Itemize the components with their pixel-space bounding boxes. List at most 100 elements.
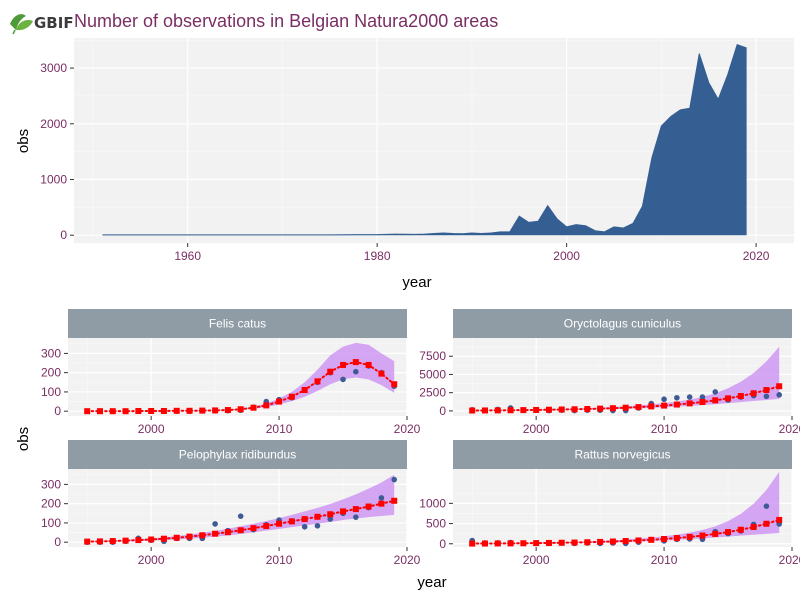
rattus-norvegicus-plot-area bbox=[469, 471, 783, 547]
pelophylax-ridibundus-fitted-point bbox=[314, 513, 321, 520]
rattus-norvegicus-observed-point bbox=[763, 503, 770, 509]
felis-catus-y-tick-label: 200 bbox=[41, 366, 61, 380]
rattus-norvegicus-fitted-point bbox=[507, 540, 514, 547]
facets-x-axis-title: year bbox=[417, 574, 446, 591]
pelophylax-ridibundus-x-tick-label: 2010 bbox=[266, 553, 293, 567]
gbif-logo[interactable]: GBIF bbox=[10, 14, 74, 35]
rattus-norvegicus-fitted-point bbox=[558, 539, 565, 546]
oryctolagus-cuniculus-fitted-point bbox=[763, 387, 770, 394]
pelophylax-ridibundus-fitted-point bbox=[160, 535, 167, 542]
oryctolagus-cuniculus-fitted-point bbox=[750, 390, 757, 397]
rattus-norvegicus-fitted-point bbox=[763, 520, 770, 527]
pelophylax-ridibundus-fitted-point bbox=[365, 503, 372, 510]
top-x-tick-label: 2020 bbox=[743, 249, 770, 263]
top-x-axis-title: year bbox=[402, 274, 431, 291]
oryctolagus-cuniculus-fitted-point bbox=[725, 395, 732, 402]
oryctolagus-cuniculus-fitted-point bbox=[597, 405, 604, 412]
oryctolagus-cuniculus-fitted-point bbox=[545, 406, 552, 413]
rattus-norvegicus-y-tick-label: 1000 bbox=[419, 496, 446, 510]
pelophylax-ridibundus-observed-point bbox=[391, 476, 398, 483]
pelophylax-ridibundus-y-tick-label: 0 bbox=[54, 535, 61, 549]
oryctolagus-cuniculus-fitted-point bbox=[571, 406, 578, 413]
oryctolagus-cuniculus-fitted-point bbox=[494, 407, 501, 414]
felis-catus-x-tick-label: 2020 bbox=[394, 422, 421, 436]
pelophylax-ridibundus-observed-point bbox=[301, 523, 308, 530]
rattus-norvegicus-fitted-point bbox=[712, 530, 719, 537]
top-x-tick-label: 1960 bbox=[174, 249, 201, 263]
rattus-norvegicus-fitted-point bbox=[533, 540, 540, 547]
oryctolagus-cuniculus-observed-point bbox=[661, 396, 667, 403]
oryctolagus-cuniculus-fitted-point bbox=[673, 401, 680, 408]
felis-catus-y-tick-label: 0 bbox=[54, 404, 61, 418]
felis-catus-fitted-point bbox=[340, 361, 347, 368]
pelophylax-ridibundus-observed-point bbox=[327, 516, 334, 522]
felis-catus-fitted-point bbox=[250, 404, 257, 411]
felis-catus-fitted-point bbox=[84, 408, 91, 415]
leaf-icon bbox=[10, 14, 33, 35]
logo-text: GBIF bbox=[34, 14, 74, 32]
oryctolagus-cuniculus-fitted-point bbox=[661, 402, 668, 409]
pelophylax-ridibundus-plot-area bbox=[84, 474, 398, 545]
rattus-norvegicus-fitted-point bbox=[737, 526, 744, 533]
rattus-norvegicus-fitted-point bbox=[648, 536, 655, 543]
oryctolagus-cuniculus-fitted-point bbox=[622, 404, 629, 411]
felis-catus-fitted-point bbox=[135, 407, 142, 414]
rattus-norvegicus-fitted-point bbox=[635, 537, 642, 544]
felis-catus-observed-point bbox=[353, 368, 359, 375]
oryctolagus-cuniculus-y-tick-label: 7500 bbox=[419, 349, 446, 363]
felis-catus-x-tick-label: 2010 bbox=[266, 422, 293, 436]
rattus-norvegicus-y-tick-label: 0 bbox=[439, 537, 446, 551]
oryctolagus-cuniculus-observed-point bbox=[776, 392, 783, 398]
felis-catus-fitted-point bbox=[148, 407, 155, 414]
felis-catus-confidence-ribbon bbox=[87, 342, 395, 412]
oryctolagus-cuniculus-observed-point bbox=[699, 394, 706, 400]
oryctolagus-cuniculus-y-tick-label: 0 bbox=[439, 404, 446, 418]
oryctolagus-cuniculus-strip-label: Oryctolagus cuniculus bbox=[564, 317, 681, 331]
rattus-norvegicus-fitted-point bbox=[725, 529, 732, 536]
pelophylax-ridibundus-x-tick-label: 2020 bbox=[394, 553, 421, 567]
facet-panel-oryctolagus-cuniculus: Oryctolagus cuniculus 2000 2010 2020 0 2500 50… bbox=[419, 309, 800, 436]
rattus-norvegicus-fitted-point bbox=[699, 532, 706, 539]
pelophylax-ridibundus-strip bbox=[68, 440, 407, 469]
rattus-norvegicus-strip-label: Rattus norvegicus bbox=[574, 448, 670, 462]
pelophylax-ridibundus-fitted-point bbox=[96, 538, 103, 545]
facet-panel-pelophylax-ridibundus: Pelophylax ridibundus 2000 2010 2020 0 100 200… bbox=[41, 440, 421, 567]
felis-catus-fitted-point bbox=[263, 402, 270, 409]
oryctolagus-cuniculus-x-tick-label: 2000 bbox=[523, 422, 550, 436]
oryctolagus-cuniculus-fitted-point bbox=[712, 397, 719, 404]
rattus-norvegicus-x-tick-label: 2010 bbox=[651, 553, 678, 567]
felis-catus-x-tick-label: 2000 bbox=[138, 422, 165, 436]
pelophylax-ridibundus-fitted-point bbox=[288, 518, 295, 525]
pelophylax-ridibundus-strip-label: Pelophylax ridibundus bbox=[179, 448, 296, 462]
oryctolagus-cuniculus-fitted-point bbox=[609, 405, 616, 412]
pelophylax-ridibundus-fitted-point bbox=[84, 538, 91, 545]
oryctolagus-cuniculus-x-tick-label: 2020 bbox=[779, 422, 800, 436]
facets-y-axis-title: obs bbox=[15, 427, 32, 451]
rattus-norvegicus-fitted-point bbox=[661, 535, 668, 542]
oryctolagus-cuniculus-y-tick-label: 5000 bbox=[419, 367, 446, 381]
rattus-norvegicus-fitted-point bbox=[520, 540, 527, 547]
pelophylax-ridibundus-fitted-point bbox=[199, 532, 206, 539]
oryctolagus-cuniculus-fitted-point bbox=[584, 406, 591, 413]
felis-catus-fitted-point bbox=[160, 407, 167, 414]
felis-catus-fitted-point bbox=[352, 359, 359, 366]
oryctolagus-cuniculus-fitted-point bbox=[533, 406, 540, 413]
observations-area bbox=[102, 44, 747, 236]
felis-catus-fitted-point bbox=[314, 378, 321, 385]
oryctolagus-cuniculus-panel-background bbox=[453, 338, 792, 416]
felis-catus-plot-area bbox=[84, 342, 398, 415]
pelophylax-ridibundus-fitted-point bbox=[391, 497, 398, 504]
oryctolagus-cuniculus-fitted-point bbox=[699, 399, 706, 406]
felis-catus-fitted-point bbox=[224, 407, 231, 414]
rattus-norvegicus-fitted-point bbox=[469, 540, 476, 547]
rattus-norvegicus-x-tick-label: 2020 bbox=[779, 553, 800, 567]
top-y-tick-label: 3000 bbox=[40, 61, 67, 75]
felis-catus-fitted-point bbox=[288, 393, 295, 400]
rattus-norvegicus-fitted-point bbox=[545, 539, 552, 546]
felis-catus-fitted-point bbox=[365, 361, 372, 368]
pelophylax-ridibundus-fitted-point bbox=[122, 537, 129, 544]
facet-panel-felis-catus: Felis catus 2000 2010 2020 0 100 200 300 bbox=[41, 309, 421, 436]
rattus-norvegicus-fitted-point bbox=[673, 535, 680, 542]
felis-catus-fitted-point bbox=[237, 406, 244, 413]
